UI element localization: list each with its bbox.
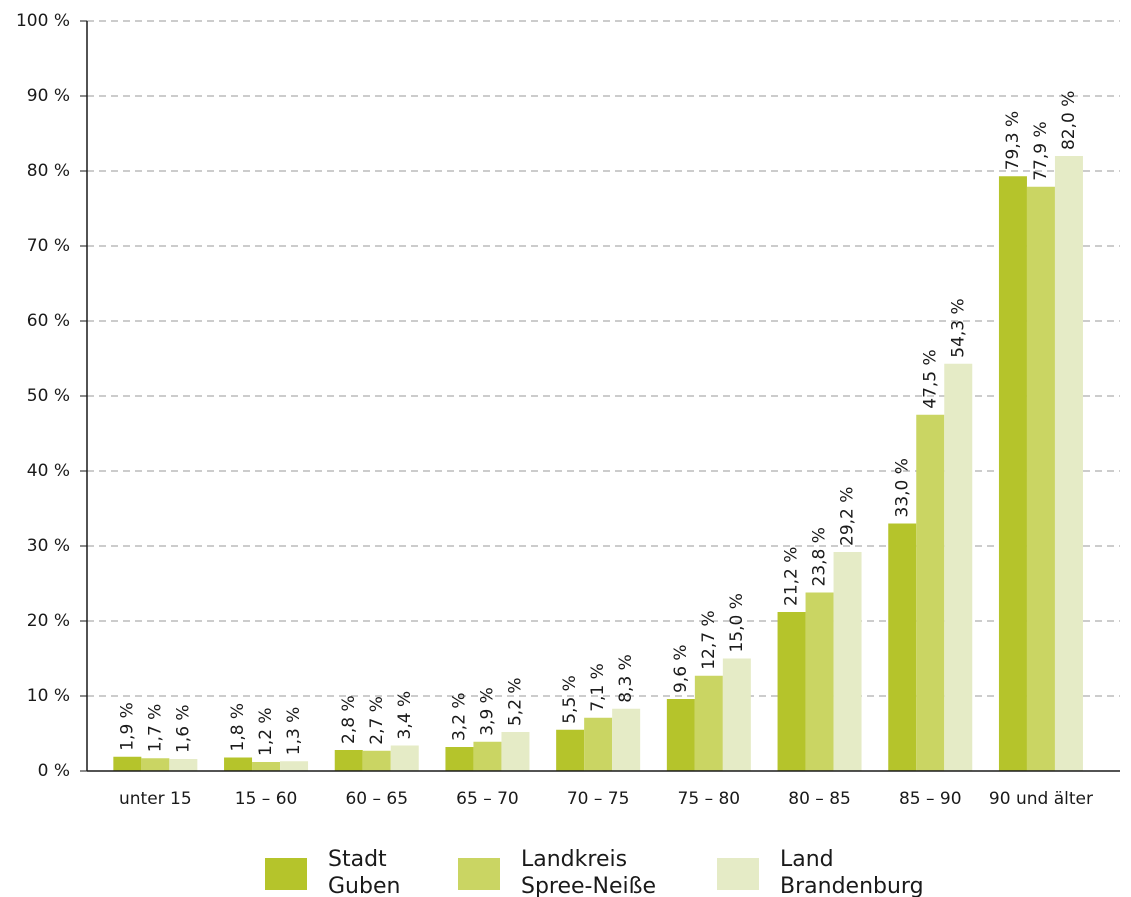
value-label: 1,2 % [256,707,276,756]
value-label: 1,6 % [173,704,193,753]
bar [1054,156,1083,771]
value-label: 5,5 % [560,675,580,724]
legend-label: Landkreis Spree-Neiße [521,847,656,897]
bar [224,757,253,771]
bar [113,756,142,771]
value-label: 1,3 % [284,707,304,756]
bar [612,708,641,771]
bar [445,747,474,771]
value-label: 7,1 % [588,663,608,712]
bar [998,176,1027,771]
x-tick-label: 85 – 90 [899,789,962,809]
value-label: 33,0 % [892,458,912,517]
value-label: 1,8 % [228,703,248,752]
legend-swatch [265,858,307,890]
value-label: 1,7 % [145,704,165,753]
value-label: 15,0 % [727,593,747,652]
bar [390,745,419,771]
bar [169,759,198,771]
bar [888,523,917,771]
value-label: 1,9 % [117,702,137,751]
legend-swatch [458,858,500,890]
value-label: 3,2 % [449,692,469,741]
bar [916,414,945,771]
value-label: 3,9 % [477,687,497,736]
y-tick-label: 10 % [27,686,70,706]
x-tick-label: 80 – 85 [788,789,851,809]
value-label: 54,3 % [948,298,968,357]
value-label: 47,5 % [920,349,940,408]
value-label: 5,2 % [505,677,525,726]
value-label: 2,8 % [339,695,359,744]
value-label: 12,7 % [699,610,719,669]
bar [694,675,723,771]
bar [1026,186,1055,771]
bar [556,729,585,771]
legend-label-line: Land [780,847,834,872]
y-tick-label: 80 % [27,161,70,181]
bar [280,761,309,771]
bar [362,750,391,771]
bar [473,741,502,771]
value-label: 29,2 % [838,487,858,546]
legend-label-line: Guben [328,874,400,897]
y-tick-label: 50 % [27,386,70,406]
x-tick-label: 90 und älter [989,789,1093,809]
value-label: 9,6 % [671,644,691,693]
bar [722,658,751,771]
value-label: 3,4 % [395,691,415,740]
legend-label-line: Brandenburg [780,874,924,897]
bar [252,762,281,771]
y-tick-label: 70 % [27,236,70,256]
x-tick-label: 65 – 70 [456,789,519,809]
value-label: 77,9 % [1031,121,1051,180]
x-tick-label: unter 15 [119,789,192,809]
value-label: 23,8 % [810,527,830,586]
bar [141,758,170,771]
bar [501,732,530,771]
y-tick-label: 90 % [27,86,70,106]
legend-label-line: Stadt [328,847,387,872]
y-tick-label: 20 % [27,611,70,631]
x-tick-label: 60 – 65 [345,789,408,809]
value-label: 79,3 % [1003,111,1023,170]
bar [833,552,862,771]
x-tick-label: 75 – 80 [678,789,741,809]
value-label: 21,2 % [782,547,802,606]
y-tick-label: 60 % [27,311,70,331]
legend-swatch [717,858,759,890]
bar [666,699,695,771]
value-label: 8,3 % [616,654,636,703]
bar [777,612,806,771]
value-label: 2,7 % [367,696,387,745]
bar [584,717,613,771]
legend-label-line: Spree-Neiße [521,874,656,897]
x-tick-label: 70 – 75 [567,789,630,809]
value-label: 82,0 % [1059,91,1079,150]
y-tick-label: 30 % [27,536,70,556]
x-tick-label: 15 – 60 [235,789,298,809]
y-tick-label: 100 % [16,11,70,31]
legend-label-line: Landkreis [521,847,627,872]
y-tick-label: 0 % [38,761,70,781]
bar [334,750,363,771]
legend-label: Stadt Guben [328,847,400,897]
bar [805,592,834,771]
legend-label: Land Brandenburg [780,847,924,897]
bar [944,363,973,771]
y-tick-label: 40 % [27,461,70,481]
